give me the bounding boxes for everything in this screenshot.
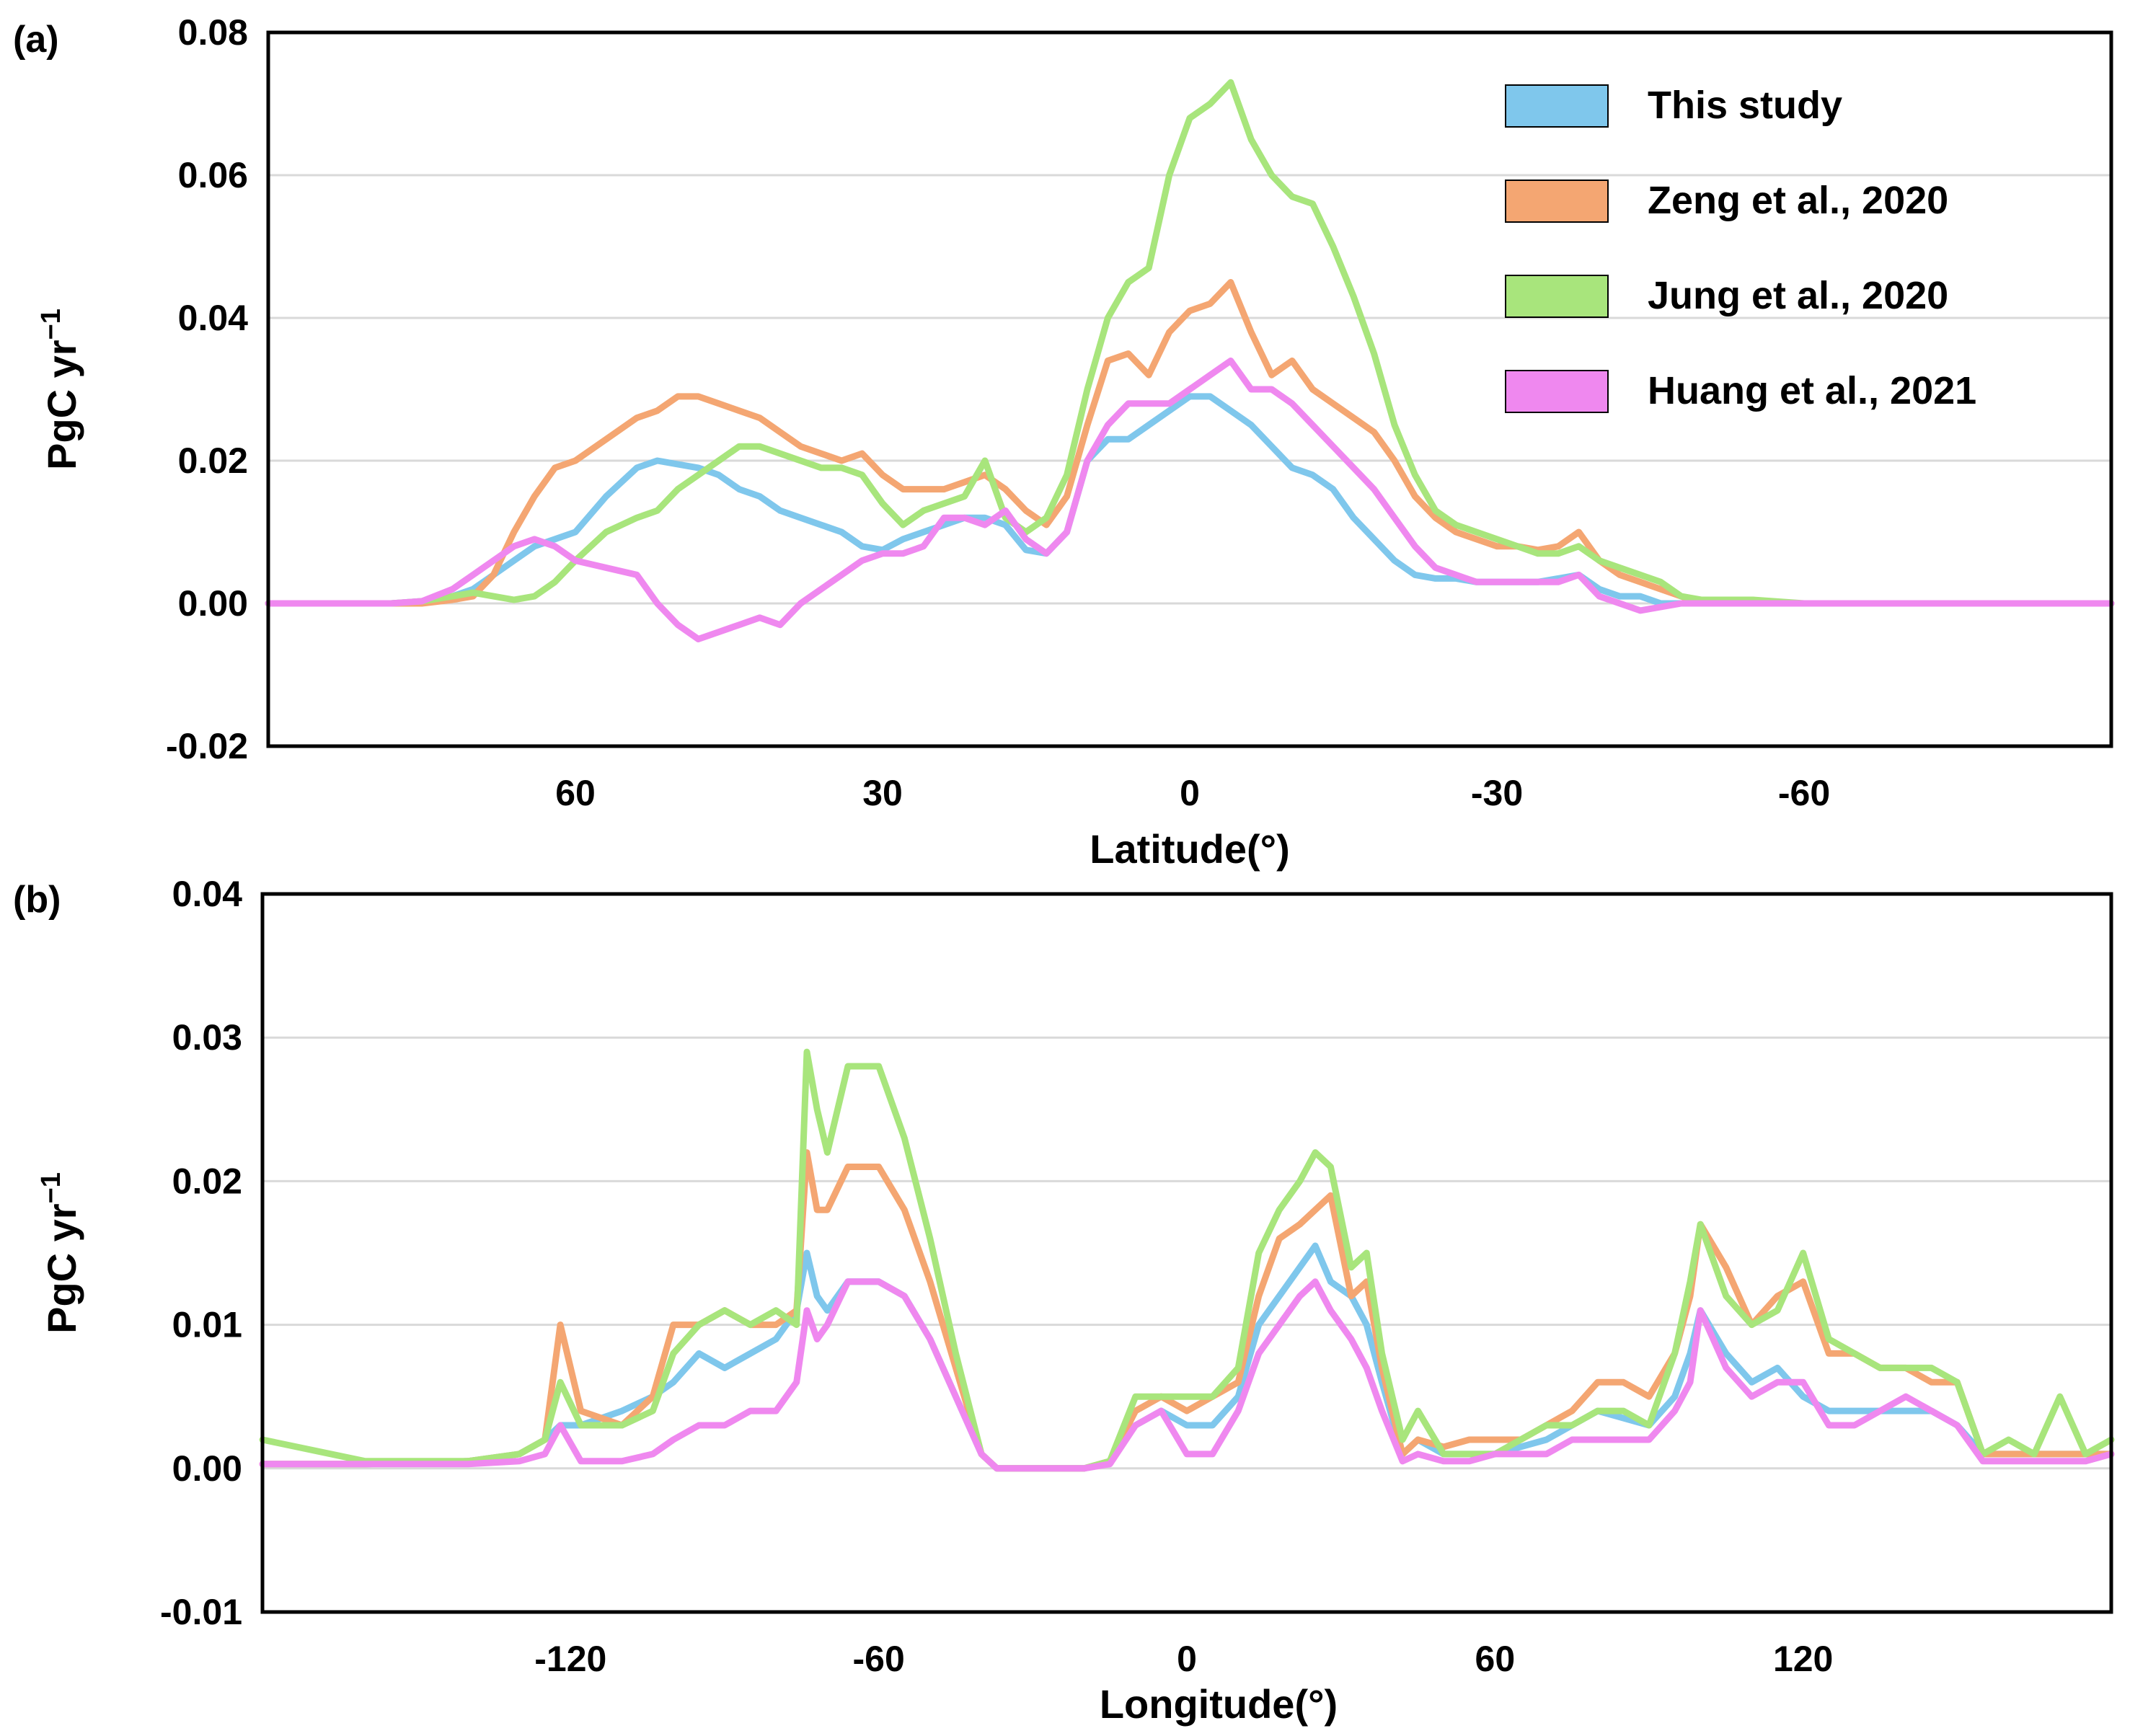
- legend-label-this-study: This study: [1648, 84, 1842, 127]
- panel-b-chart: (b) -0.01 0.00 0.01 0.02 0.03 0.04 -120 -60 0 60…: [13, 874, 2115, 1727]
- legend-label-zeng-2020: Zeng et al., 2020: [1648, 179, 1948, 222]
- panel-a-y-ticks: -0.02 0.00 0.02 0.04 0.06 0.08: [166, 12, 248, 766]
- panel-b-x-tick-label: 60: [1475, 1639, 1516, 1679]
- panel-a-chart: (a) -0.02 0.00 0.02 0.04 0.06 0.08 60 30 0 -30 -6…: [13, 12, 2115, 872]
- panel-b-y-tick-label: 0.02: [172, 1161, 242, 1201]
- panel-b-x-ticks: -120 -60 0 60 120: [534, 1639, 1833, 1679]
- panel-b-x-tick-label: -120: [534, 1639, 606, 1679]
- panel-b-plot-frame: [260, 892, 2113, 1614]
- panel-b-x-tick-label: -60: [853, 1639, 905, 1679]
- panel-a-x-axis-label: Latitude(°): [1090, 826, 1289, 872]
- legend-swatch-huang-2021: [1505, 370, 1609, 413]
- panel-b-label: (b): [13, 879, 61, 921]
- legend: This study Zeng et al., 2020 Jung et al.…: [1505, 84, 1976, 413]
- panel-a-label: (a): [13, 19, 59, 61]
- legend-swatch-zeng-2020: [1505, 180, 1609, 223]
- legend-swatch-this-study: [1505, 84, 1609, 128]
- panel-a-y-tick-label: 0.02: [178, 440, 248, 481]
- panel-a-y-tick-label: 0.00: [178, 583, 248, 624]
- panel-a-x-tick-label: 60: [555, 773, 596, 813]
- panel-b-x-tick-label: 0: [1177, 1639, 1197, 1679]
- panel-a-x-tick-label: -60: [1778, 773, 1830, 813]
- panel-a-y-axis-label-sup: −1: [36, 309, 66, 340]
- panel-b-y-tick-label: 0.04: [172, 874, 243, 914]
- panel-b-y-tick-label: 0.03: [172, 1017, 242, 1058]
- panel-a-series-jung-et-al-2020: [265, 79, 2115, 607]
- panel-a-series-zeng-et-al-2020: [265, 279, 2115, 607]
- panel-a-series-group: [265, 79, 2115, 642]
- legend-label-jung-2020: Jung et al., 2020: [1648, 274, 1948, 317]
- panel-b-x-axis-label: Longitude(°): [1100, 1681, 1338, 1727]
- panel-b-series-group: [259, 1048, 2115, 1472]
- svg-text:PgC yr−1: PgC yr−1: [36, 1172, 84, 1334]
- panel-a-y-tick-label: 0.04: [178, 298, 249, 338]
- panel-b-series-huang-et-al-2021: [259, 1278, 2115, 1472]
- panel-b-x-tick-label: 120: [1773, 1639, 1833, 1679]
- panel-a-x-ticks: 60 30 0 -30 -60: [555, 773, 1830, 813]
- panel-a-plot-frame: [266, 30, 2113, 748]
- panel-b-y-tick-label: 0.01: [172, 1305, 242, 1345]
- panel-a-x-tick-label: -30: [1471, 773, 1523, 813]
- panel-b-y-axis-label: PgC yr−1: [36, 1172, 84, 1334]
- panel-b-series-jung-et-al-2020: [259, 1048, 2115, 1472]
- panel-b-y-axis-label-main: PgC yr: [39, 1203, 84, 1334]
- panel-a-x-tick-label: 0: [1180, 773, 1200, 813]
- panel-b-y-axis-label-sup: −1: [36, 1172, 66, 1203]
- legend-swatch-jung-2020: [1505, 275, 1609, 318]
- panel-b-gridlines: [262, 1036, 2111, 1470]
- panel-a-y-tick-label: 0.08: [178, 12, 248, 53]
- panel-a-series-huang-et-al-2021: [265, 357, 2115, 642]
- legend-label-huang-2021: Huang et al., 2021: [1648, 369, 1976, 412]
- panel-a-y-tick-label: 0.06: [178, 155, 248, 195]
- panel-a-y-axis-label: PgC yr−1: [36, 309, 84, 470]
- panel-a-y-tick-label: -0.02: [166, 726, 248, 766]
- panel-b-y-tick-label: 0.00: [172, 1448, 242, 1489]
- panel-b-y-ticks: -0.01 0.00 0.01 0.02 0.03 0.04: [160, 874, 242, 1632]
- panel-b-y-tick-label: -0.01: [160, 1592, 242, 1632]
- svg-text:PgC yr−1: PgC yr−1: [36, 309, 84, 470]
- panel-a-x-tick-label: 30: [862, 773, 903, 813]
- panel-a-y-axis-label-main: PgC yr: [39, 340, 84, 470]
